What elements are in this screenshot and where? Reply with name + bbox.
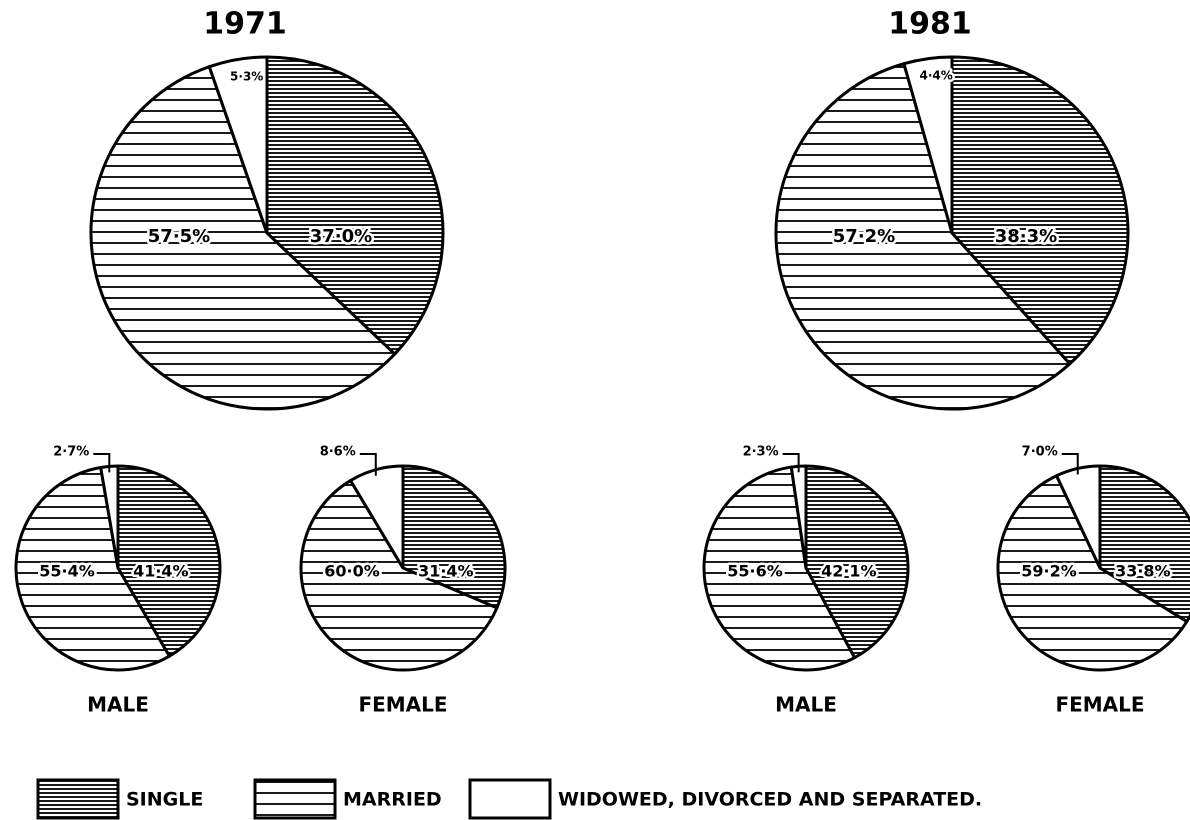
value-label: 59·2% [1021, 562, 1077, 581]
value-label: 60·0% [324, 562, 380, 581]
pie-title: 1971 [203, 7, 287, 42]
leader-line [1061, 453, 1079, 475]
pie-caption: FEMALE [1055, 693, 1144, 717]
pie-caption: MALE [87, 693, 149, 717]
legend-swatch [468, 778, 552, 820]
legend-swatch [253, 778, 337, 820]
value-label: 57·2% [833, 226, 895, 247]
pie-slice [902, 55, 954, 235]
value-label: 8·6% [320, 445, 356, 460]
pie-title: 1981 [888, 7, 972, 42]
value-label: 31·4% [418, 562, 474, 581]
pie-slice [207, 55, 269, 235]
value-label: 42·1% [821, 562, 877, 581]
pie-slice [265, 55, 445, 356]
legend-swatch [36, 778, 120, 820]
value-label: 38·3% [995, 226, 1057, 247]
leader-line [359, 453, 377, 476]
pie-caption: FEMALE [358, 693, 447, 717]
value-label: 2·3% [743, 445, 779, 460]
value-label: 55·6% [727, 562, 783, 581]
pie-slice [804, 464, 910, 660]
pie-slice [950, 55, 1130, 366]
value-label: 55·4% [39, 562, 95, 581]
pie-slice [401, 464, 507, 610]
pie-slice [774, 62, 1072, 411]
legend-label: WIDOWED, DIVORCED AND SEPARATED. [558, 789, 982, 811]
pie-slice [299, 479, 499, 672]
value-label: 57·5% [148, 226, 210, 247]
pie-slice [996, 474, 1189, 672]
pie-slice [116, 464, 222, 658]
value-label: 41·4% [133, 562, 189, 581]
legend-label: MARRIED [343, 789, 442, 811]
value-label: 7·0% [1022, 445, 1058, 460]
pie-slice [14, 465, 171, 672]
pie-slice [1098, 464, 1190, 624]
legend-label: SINGLE [126, 789, 203, 811]
value-label: 4·4% [920, 69, 953, 83]
value-label: 33·8% [1115, 562, 1171, 581]
pie-caption: MALE [775, 693, 837, 717]
pie-slice [702, 465, 857, 672]
value-label: 37·0% [310, 226, 372, 247]
leader-line [93, 453, 111, 473]
value-label: 2·7% [53, 445, 89, 460]
leader-line [782, 453, 800, 473]
value-label: 5·3% [230, 69, 263, 83]
pie-slice [89, 65, 397, 411]
